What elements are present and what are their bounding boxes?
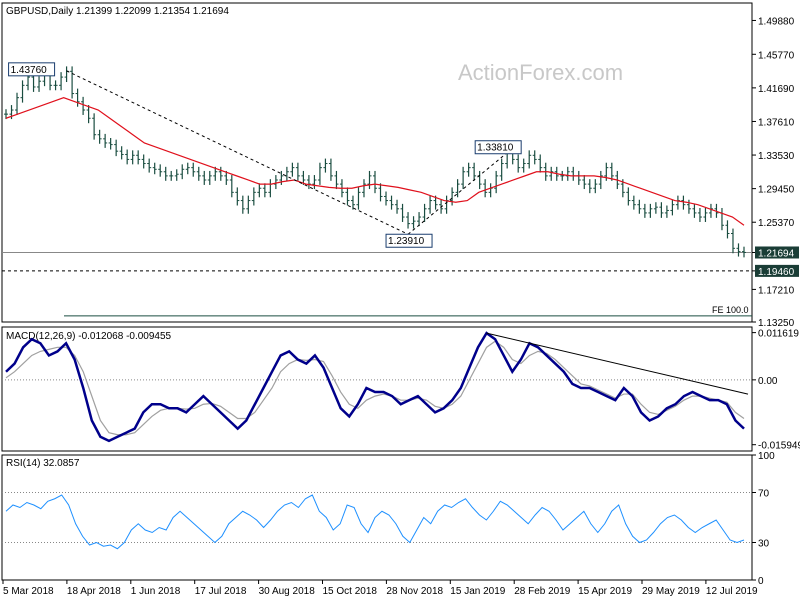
annotation-box [474, 140, 522, 155]
price-ytick-label: 1.17210 [758, 285, 795, 296]
watermark: ActionForex.com [458, 60, 623, 85]
price-ytick-label: 1.13250 [758, 318, 795, 329]
rsi-title: RSI(14) 32.0857 [6, 458, 80, 469]
annotation-label: 1.33810 [477, 143, 514, 154]
x-tick-label: 18 Apr 2018 [67, 586, 121, 597]
price-ytick-label: 1.33530 [758, 151, 795, 162]
annotation-label: 1.43760 [11, 65, 48, 76]
rsi-ytick-label: 70 [758, 489, 770, 500]
x-tick-label: 29 May 2019 [642, 586, 700, 597]
panel-frame-3 [1, 454, 753, 581]
current-price-tag [755, 246, 799, 259]
price-ytick-label: 1.37610 [758, 117, 795, 128]
annotation-box [8, 62, 56, 77]
panel-frame-2 [1, 326, 753, 452]
x-tick-label: 17 Jul 2018 [195, 586, 247, 597]
x-tick-label: 12 Jul 2019 [706, 586, 758, 597]
rsi-ytick-label: 100 [758, 451, 775, 462]
x-tick-label: 28 Feb 2019 [514, 586, 571, 597]
x-tick-label: 28 Nov 2018 [386, 586, 443, 597]
header-symbol: GBPUSD,Daily [6, 6, 73, 17]
macd-main-line [5, 331, 745, 443]
macd-signal-line [5, 340, 745, 436]
x-tick-label: 15 Apr 2019 [578, 586, 632, 597]
macd-trendline [486, 332, 749, 395]
annotation-box [385, 233, 433, 248]
macd-ytick-label: -0.015949 [758, 441, 800, 452]
price-ytick-label: 1.41690 [758, 84, 795, 95]
macd-title: MACD(12,26,9) -0.012068 -0.009455 [6, 331, 172, 342]
rsi-line [5, 494, 745, 550]
x-tick-label: 1 Jun 2018 [131, 586, 181, 597]
price-ytick-label: 1.25370 [758, 218, 795, 229]
fe-projection-label: FE 100.0 [712, 305, 749, 315]
support-price-tag [755, 264, 799, 277]
macd-ytick-label: 0.00 [758, 376, 778, 387]
price-ytick-label: 1.49880 [758, 16, 795, 27]
x-tick-label: 5 Mar 2018 [3, 586, 54, 597]
price-ytick-label: 1.21694 [758, 248, 795, 259]
price-ytick-label: 1.19460 [758, 267, 795, 278]
moving-average-line [5, 97, 745, 226]
panel-frame-1 [1, 2, 753, 323]
price-ytick-label: 1.45770 [758, 50, 795, 61]
price-ytick-label: 1.29450 [758, 185, 795, 196]
x-tick-label: 15 Oct 2018 [323, 586, 378, 597]
header-ohlc: 1.21399 1.22099 1.21354 1.21694 [76, 6, 229, 17]
rsi-ytick-label: 0 [758, 576, 764, 587]
annotation-label: 1.23910 [388, 236, 425, 247]
x-tick-label: 30 Aug 2018 [259, 586, 316, 597]
macd-ytick-label: 0.011619 [758, 329, 799, 340]
x-tick-label: 15 Jan 2019 [450, 586, 505, 597]
rsi-ytick-label: 30 [758, 539, 770, 550]
